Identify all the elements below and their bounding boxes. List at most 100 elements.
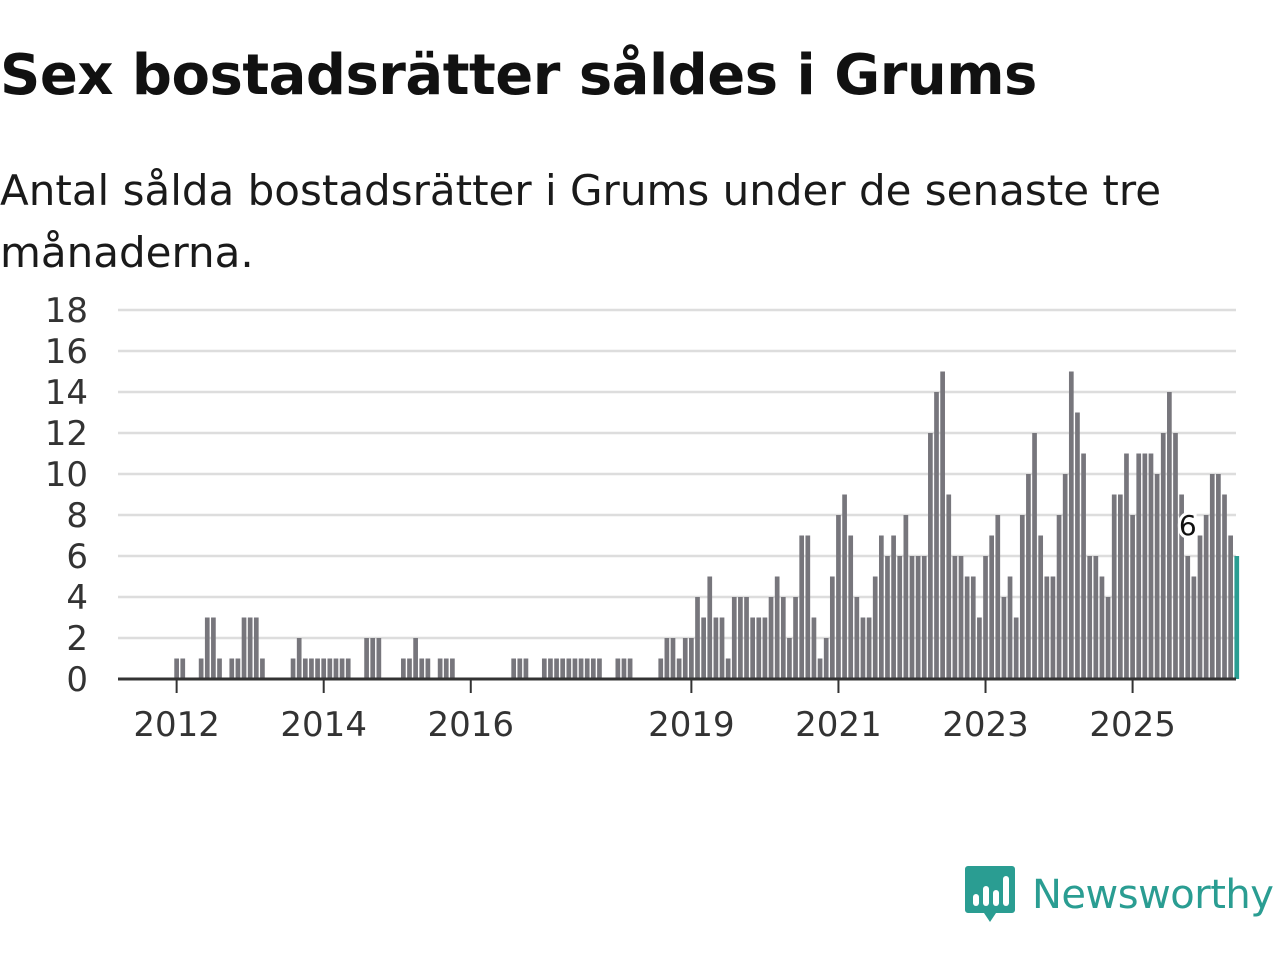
- bar: [584, 658, 590, 679]
- y-tick-label: 14: [45, 373, 88, 413]
- bar: [1007, 576, 1013, 679]
- bar: [247, 617, 253, 679]
- bar: [836, 515, 841, 679]
- bar: [1130, 515, 1135, 679]
- bar: [321, 658, 327, 679]
- bar: [302, 658, 308, 679]
- bar: [701, 617, 706, 679]
- bar: [443, 658, 449, 679]
- bar: [364, 638, 369, 679]
- bar: [780, 597, 786, 679]
- bar: [1124, 453, 1129, 679]
- bar: [517, 658, 523, 679]
- bar: [541, 658, 547, 679]
- bar: [1136, 453, 1142, 679]
- bar: [744, 597, 749, 679]
- x-tick-label: 2019: [648, 705, 735, 745]
- bar: [597, 658, 602, 679]
- bar: [1026, 474, 1031, 679]
- bar: [664, 638, 670, 679]
- bar: [419, 658, 425, 679]
- bar: [695, 597, 700, 679]
- bar: [964, 576, 970, 679]
- bar: [296, 638, 302, 679]
- bar: [450, 658, 455, 679]
- newsworthy-logo-icon: [965, 866, 1015, 922]
- bar: [615, 658, 621, 679]
- bar: [682, 638, 688, 679]
- bar: [437, 658, 443, 679]
- y-tick-label: 2: [66, 619, 88, 659]
- bar: [1001, 597, 1007, 679]
- bar: [621, 658, 627, 679]
- bar: [1050, 576, 1056, 679]
- bar: [241, 617, 247, 679]
- bar: [952, 556, 958, 679]
- bar: [756, 617, 762, 679]
- bar: [676, 658, 682, 679]
- bar: [1234, 556, 1240, 679]
- bar: [333, 658, 339, 679]
- bar: [407, 658, 412, 679]
- bar: [235, 658, 241, 679]
- bar: [370, 638, 376, 679]
- bar: [572, 658, 578, 679]
- bar: [260, 658, 265, 679]
- bar: [1105, 597, 1111, 679]
- brand-name: Newsworthy: [1032, 872, 1274, 918]
- bar: [327, 658, 333, 679]
- bar: [860, 617, 866, 679]
- bar: [658, 658, 664, 679]
- bar: [799, 535, 805, 679]
- bar: [566, 658, 572, 679]
- bar: [750, 617, 756, 679]
- bar: [768, 597, 774, 679]
- bar: [719, 617, 725, 679]
- bar: [762, 617, 768, 679]
- bar: [1197, 535, 1203, 679]
- y-tick-label: 16: [45, 332, 88, 372]
- bar: [590, 658, 596, 679]
- bar: [1087, 556, 1093, 679]
- bar: [1013, 617, 1019, 679]
- bar: [823, 638, 829, 679]
- bar: [1216, 474, 1221, 679]
- bar: [290, 658, 296, 679]
- bar: [1075, 412, 1080, 679]
- bar: [670, 638, 676, 679]
- x-tick-label: 2016: [428, 705, 515, 745]
- latest-value-label: 6: [1179, 509, 1197, 542]
- bar: [842, 494, 847, 679]
- y-tick-label: 18: [45, 291, 88, 331]
- bar: [738, 597, 743, 679]
- x-tick-label: 2012: [133, 705, 220, 745]
- bar: [548, 658, 553, 679]
- bar: [1160, 433, 1166, 679]
- x-tick-label: 2023: [942, 705, 1029, 745]
- x-tick-label: 2025: [1089, 705, 1176, 745]
- chart-title: Sex bostadsrätter såldes i Grums: [0, 43, 1037, 108]
- bar: [1099, 576, 1105, 679]
- bar: [376, 638, 382, 679]
- bar: [578, 658, 584, 679]
- bar: [995, 515, 1001, 679]
- bar: [1044, 576, 1050, 679]
- bar: [1068, 371, 1074, 679]
- bar: [198, 658, 204, 679]
- bar: [928, 433, 933, 679]
- bar: [689, 638, 694, 679]
- y-tick-label: 6: [66, 537, 88, 577]
- bar: [229, 658, 235, 679]
- bar: [339, 658, 345, 679]
- bar: [1203, 515, 1209, 679]
- bar: [253, 617, 259, 679]
- bar: [731, 597, 737, 679]
- bar: [787, 638, 792, 679]
- bar: [1093, 556, 1099, 679]
- bar: [1154, 474, 1160, 679]
- bar: [878, 535, 884, 679]
- bar: [1038, 535, 1044, 679]
- bar: [921, 556, 927, 679]
- bar: [1222, 494, 1227, 679]
